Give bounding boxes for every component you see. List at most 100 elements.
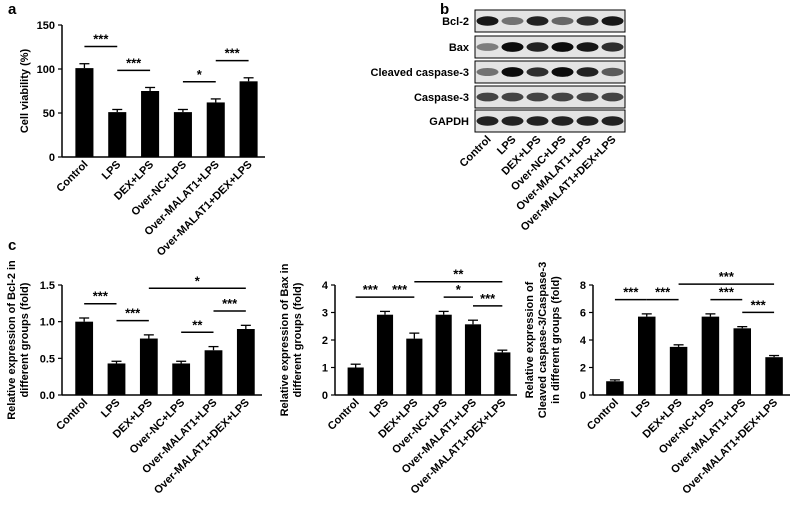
x-tick-label: LPS: [367, 397, 391, 421]
blot-band: [526, 92, 549, 102]
y-tick-label: 50: [43, 108, 55, 120]
y-tick-label: 4: [580, 335, 587, 347]
y-axis-label: Cell viability (%): [19, 48, 31, 133]
x-tick-label: Control: [585, 397, 621, 433]
y-tick-label: 1: [322, 363, 328, 375]
significance-label: *: [456, 282, 462, 297]
bar: [75, 68, 94, 157]
bar: [75, 321, 94, 395]
blot-band: [501, 116, 524, 126]
blot-band: [501, 67, 524, 77]
blot-band: [476, 92, 499, 102]
blot-frame: [474, 60, 626, 84]
y-tick-label: 4: [322, 280, 329, 292]
x-tick-label: Control: [54, 159, 90, 195]
blot-frame: [474, 35, 626, 59]
bar: [139, 338, 158, 395]
blot-band: [476, 43, 499, 51]
y-tick-label: 0.5: [40, 353, 55, 365]
x-tick-label: LPS: [100, 159, 124, 183]
significance-label: *: [195, 273, 201, 288]
y-tick-label: 0.0: [40, 390, 55, 402]
significance-label: ***: [126, 55, 142, 70]
significance-label: ***: [222, 296, 238, 311]
y-tick-label: 0: [580, 390, 586, 402]
blot-row-label: Bcl-2: [442, 16, 469, 28]
blot-band: [551, 67, 574, 77]
blot-row-label: GAPDH: [429, 116, 469, 128]
bar: [435, 314, 452, 395]
bar: [204, 350, 223, 395]
y-tick-label: 3: [322, 308, 328, 320]
blot-band: [526, 16, 549, 26]
x-tick-label: Over-NC+LPS: [657, 397, 717, 457]
panel-label: a: [8, 1, 17, 18]
y-tick-label: 2: [322, 335, 328, 347]
blot-band: [576, 116, 599, 126]
blot-lane-label: Control: [457, 134, 493, 170]
significance-label: ***: [719, 285, 735, 300]
y-axis-label: in different groups (fold): [550, 276, 562, 404]
y-tick-label: 2: [580, 363, 586, 375]
significance-label: ***: [655, 285, 671, 300]
significance-label: ***: [363, 282, 379, 297]
blot-frame: [474, 85, 626, 109]
bar: [172, 363, 191, 395]
blot-band: [501, 42, 524, 52]
panel-label: c: [8, 237, 16, 254]
blot-band: [501, 17, 524, 25]
y-axis-label: Relative expression of Bax in: [279, 263, 291, 416]
blot-band: [601, 92, 624, 102]
bar: [701, 316, 720, 395]
y-tick-label: 100: [37, 64, 55, 76]
blot-band: [476, 16, 499, 26]
blot-row-label: Caspase-3: [414, 92, 469, 104]
blot-band: [526, 116, 549, 126]
blot-band: [526, 42, 549, 52]
significance-label: ***: [225, 46, 241, 61]
blot-frame: [474, 109, 626, 133]
y-tick-label: 0: [322, 390, 328, 402]
x-tick-label: LPS: [99, 397, 123, 421]
significance-label: **: [453, 267, 464, 282]
blot-band: [576, 16, 599, 26]
x-tick-label: Control: [326, 397, 362, 433]
blot-band: [576, 67, 599, 77]
y-tick-label: 1.5: [40, 280, 55, 292]
blot-band: [576, 42, 599, 52]
significance-label: ***: [125, 306, 141, 321]
significance-label: ***: [751, 297, 767, 312]
blot-band: [526, 67, 549, 77]
blot-band: [501, 92, 524, 102]
bar: [347, 367, 364, 395]
bar: [464, 324, 482, 395]
panel-label: b: [440, 1, 449, 18]
blot-row-label: Bax: [449, 42, 470, 54]
blot-band: [601, 116, 624, 126]
significance-label: ***: [392, 282, 408, 297]
bar: [669, 346, 688, 395]
blot-band: [476, 68, 499, 76]
bar: [406, 338, 423, 395]
bar: [606, 381, 624, 395]
blot-band: [551, 116, 574, 126]
bar: [733, 328, 752, 395]
bar: [173, 112, 192, 157]
blot-band: [601, 67, 624, 77]
significance-label: ***: [480, 291, 496, 306]
blot-band: [551, 16, 574, 26]
significance-label: ***: [623, 285, 639, 300]
y-tick-label: 0: [49, 152, 55, 164]
x-tick-label: Control: [54, 397, 90, 433]
x-tick-label: LPS: [629, 397, 653, 421]
y-axis-label: different groups (fold): [292, 282, 304, 397]
y-axis-label: Relative expression of: [524, 281, 536, 398]
bar: [376, 314, 394, 395]
bar: [206, 102, 225, 157]
blot-band: [551, 42, 574, 52]
significance-label: *: [197, 67, 203, 82]
blot-row-label: Cleaved caspase-3: [371, 67, 469, 79]
significance-label: **: [192, 317, 203, 332]
blot-band: [601, 42, 624, 52]
